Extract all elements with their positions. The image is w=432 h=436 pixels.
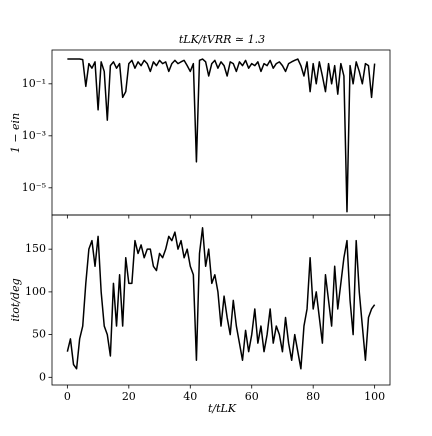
y-tick-label: 10⁻⁵ [22, 181, 46, 194]
y-tick-label: 10⁻¹ [22, 77, 46, 90]
y-tick-label: 0 [39, 370, 46, 383]
x-tick-label: 20 [122, 390, 136, 403]
y-axis-label: itot/deg [9, 278, 22, 321]
x-axis-label: t/tLK [208, 402, 237, 415]
y-tick-label: 10⁻³ [22, 129, 46, 142]
y-tick-label: 150 [25, 242, 46, 255]
y-axis-label: 1 − ein [9, 113, 22, 153]
x-tick-label: 80 [306, 390, 320, 403]
y-tick-label: 50 [32, 328, 46, 341]
y-tick-label: 100 [25, 285, 46, 298]
x-tick-label: 0 [64, 390, 71, 403]
data-line [67, 58, 376, 213]
x-tick-label: 40 [183, 390, 197, 403]
plot-frame [51, 214, 391, 386]
x-tick-label: 60 [245, 390, 259, 403]
chart-title: tLK/tVRR ≃ 1.3 [179, 33, 265, 46]
x-tick-label: 100 [364, 390, 385, 403]
data-line [66, 227, 376, 370]
